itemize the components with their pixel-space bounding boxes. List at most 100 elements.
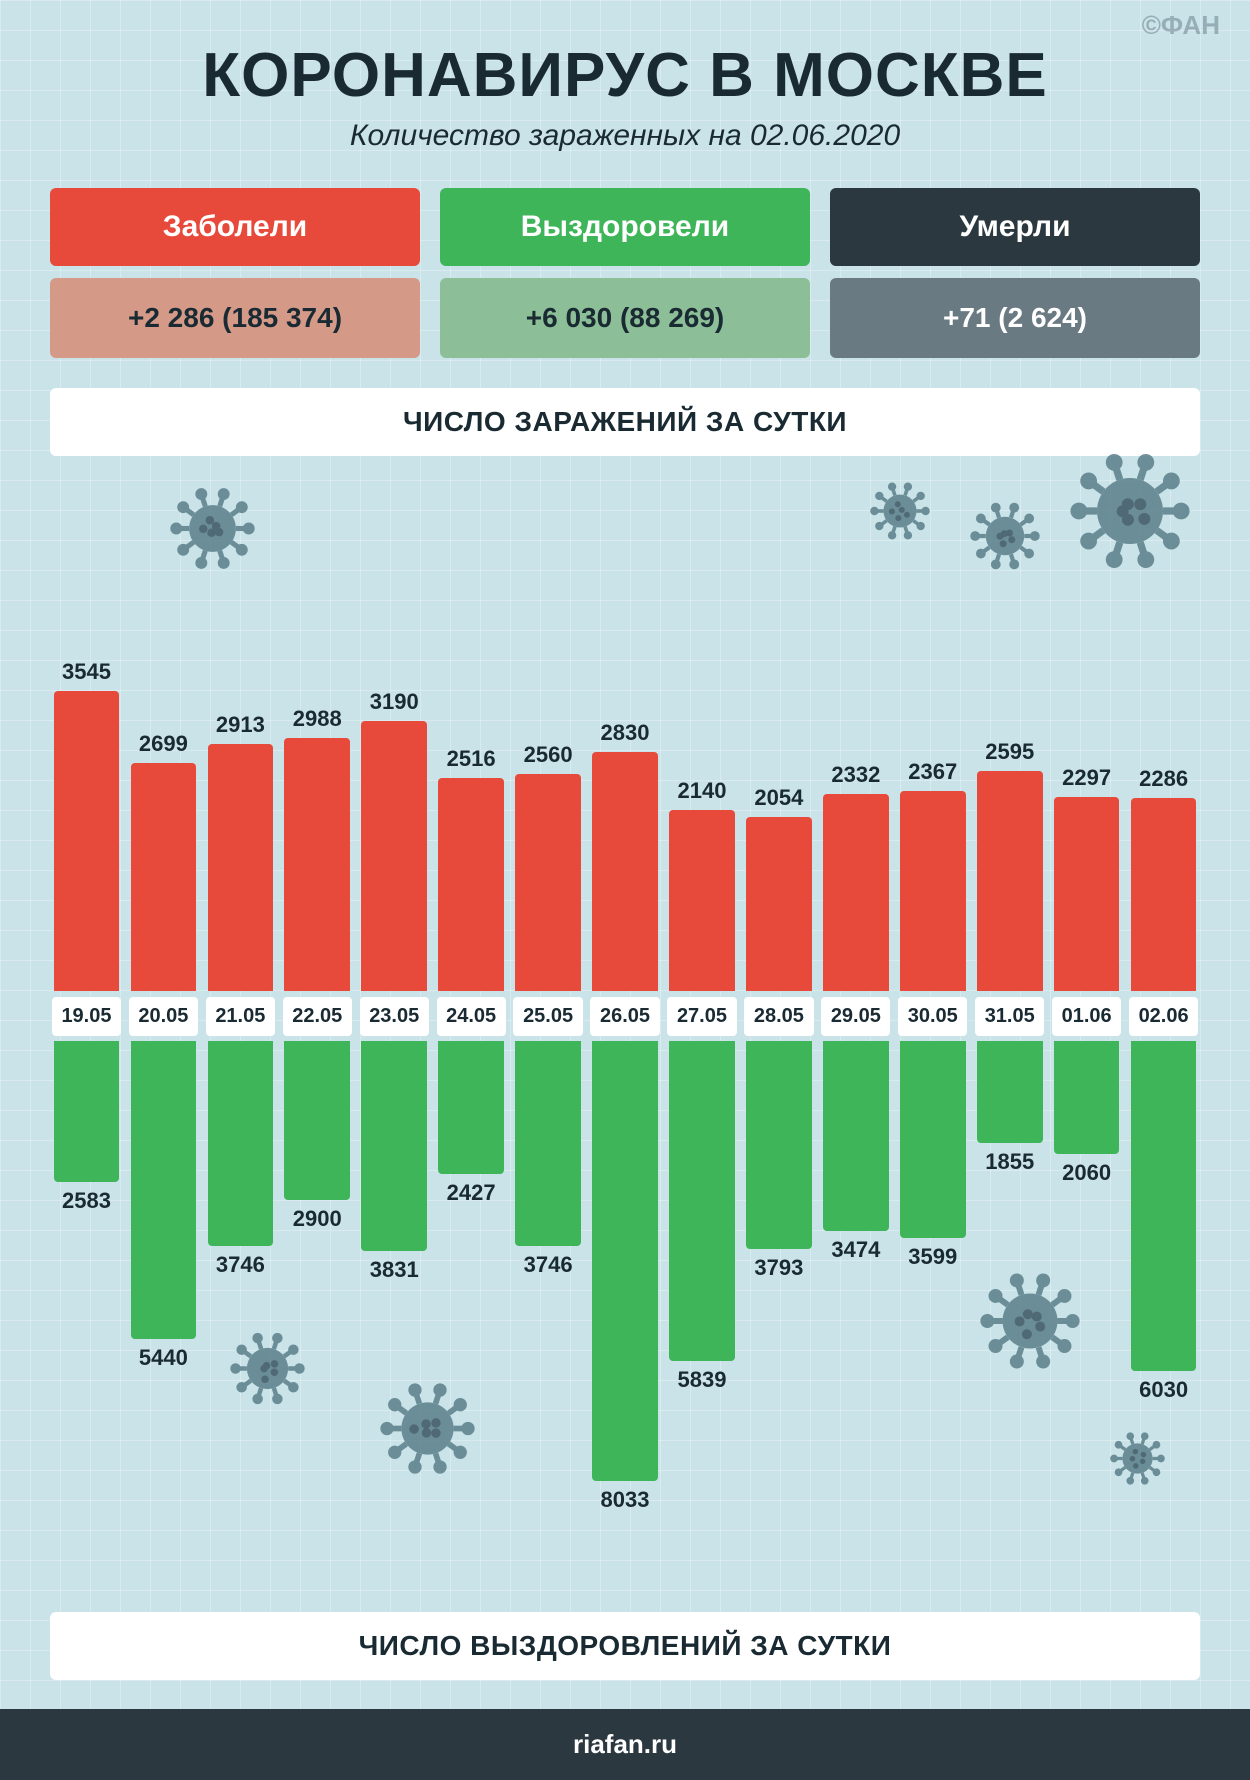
date-label: 29.05 <box>821 997 890 1036</box>
bar-recovered: 8033 <box>589 1041 662 1513</box>
bar-infected-rect <box>1054 797 1120 991</box>
bar-recovered-value: 2900 <box>293 1206 342 1232</box>
bar-infected-rect <box>823 794 889 991</box>
bar-infected-value: 2560 <box>524 742 573 768</box>
bar-recovered-value: 3746 <box>216 1252 265 1278</box>
bar-infected-value: 2988 <box>293 706 342 732</box>
bar-infected: 2332 <box>819 762 892 991</box>
stat-deaths: Умерли +71 (2 624) <box>830 188 1200 358</box>
bar-recovered: 2060 <box>1050 1041 1123 1186</box>
bar-infected-value: 3545 <box>62 659 111 685</box>
bar-recovered: 1855 <box>973 1041 1046 1175</box>
bar-recovered-value: 2427 <box>447 1180 496 1206</box>
bar-infected: 3545 <box>50 659 123 991</box>
date-col: 31.05 <box>973 991 1046 1042</box>
date-col: 25.05 <box>512 991 585 1042</box>
bar-infected-value: 2367 <box>908 759 957 785</box>
bar-infected-rect <box>131 763 197 991</box>
date-label: 30.05 <box>898 997 967 1036</box>
date-col: 01.06 <box>1050 991 1123 1042</box>
date-label: 31.05 <box>975 997 1044 1036</box>
date-label: 24.05 <box>437 997 506 1036</box>
date-label: 23.05 <box>360 997 429 1036</box>
date-col: 21.05 <box>204 991 277 1042</box>
bar-recovered-rect <box>54 1041 120 1182</box>
bar-recovered-rect <box>515 1041 581 1246</box>
bar-infected-rect <box>746 817 812 991</box>
bar-recovered-rect <box>1131 1041 1197 1371</box>
infographic-page: ©ФАН КОРОНАВИРУС В МОСКВЕ Количество зар… <box>0 0 1250 1780</box>
date-label: 28.05 <box>744 997 813 1036</box>
bar-infected-rect <box>1131 798 1197 991</box>
bar-recovered-value: 3831 <box>370 1257 419 1283</box>
bar-infected-rect <box>438 778 504 991</box>
bar-infected: 2913 <box>204 712 277 991</box>
bar-infected-value: 2913 <box>216 712 265 738</box>
date-col: 30.05 <box>896 991 969 1042</box>
bar-infected-value: 2699 <box>139 731 188 757</box>
stat-deaths-label: Умерли <box>830 188 1200 266</box>
date-label: 26.05 <box>590 997 659 1036</box>
stats-row: Заболели +2 286 (185 374) Выздоровели +6… <box>50 188 1200 358</box>
bar-recovered-rect <box>669 1041 735 1361</box>
date-label: 02.06 <box>1129 997 1198 1036</box>
bar-infected: 3190 <box>358 689 431 991</box>
bar-recovered-rect <box>823 1041 889 1231</box>
bar-infected: 2830 <box>589 720 662 991</box>
date-col: 29.05 <box>819 991 892 1042</box>
bar-infected-value: 2286 <box>1139 766 1188 792</box>
stat-infected-label: Заболели <box>50 188 420 266</box>
bar-infected-rect <box>900 791 966 991</box>
bar-infected-value: 2332 <box>831 762 880 788</box>
bar-infected: 2560 <box>512 742 585 991</box>
bar-recovered-rect <box>977 1041 1043 1143</box>
bar-recovered-value: 3599 <box>908 1244 957 1270</box>
bar-infected-rect <box>515 774 581 991</box>
date-label: 22.05 <box>283 997 352 1036</box>
bar-infected: 2367 <box>896 759 969 991</box>
footer: riafan.ru <box>0 1709 1250 1780</box>
bar-infected-value: 3190 <box>370 689 419 715</box>
date-axis: 19.0520.0521.0522.0523.0524.0525.0526.05… <box>50 991 1200 1042</box>
watermark: ©ФАН <box>1142 10 1220 41</box>
date-label: 20.05 <box>129 997 198 1036</box>
bar-infected-rect <box>977 771 1043 991</box>
date-col: 26.05 <box>589 991 662 1042</box>
virus-icon <box>970 501 1040 576</box>
bar-recovered-value: 2583 <box>62 1188 111 1214</box>
bar-infected-value: 2054 <box>754 785 803 811</box>
bar-recovered-rect <box>438 1041 504 1174</box>
date-col: 02.06 <box>1127 991 1200 1042</box>
section-banner-infections: ЧИСЛО ЗАРАЖЕНИЙ ЗА СУТКИ <box>50 388 1200 456</box>
bars-infected: 3545269929132988319025162560283021402054… <box>50 591 1200 991</box>
date-col: 22.05 <box>281 991 354 1042</box>
page-title: КОРОНАВИРУС В МОСКВЕ <box>50 40 1200 111</box>
stat-recovered-value: +6 030 (88 269) <box>440 278 810 358</box>
bar-infected-value: 2830 <box>601 720 650 746</box>
bar-recovered: 3831 <box>358 1041 431 1283</box>
bar-recovered: 3746 <box>204 1041 277 1278</box>
bar-infected: 2054 <box>742 785 815 991</box>
bar-infected: 2595 <box>973 739 1046 991</box>
bar-infected-rect <box>54 691 120 991</box>
bar-infected: 2297 <box>1050 765 1123 991</box>
bar-infected-rect <box>208 744 274 991</box>
bar-recovered-value: 3474 <box>831 1237 880 1263</box>
chart-area: 3545269929132988319025162560283021402054… <box>50 481 1200 1541</box>
bar-recovered-value: 2060 <box>1062 1160 1111 1186</box>
stat-deaths-value: +71 (2 624) <box>830 278 1200 358</box>
bar-recovered-value: 1855 <box>985 1149 1034 1175</box>
bars-recovered: 2583544037462900383124273746803358393793… <box>50 1041 1200 1541</box>
date-col: 24.05 <box>435 991 508 1042</box>
bar-recovered: 3474 <box>819 1041 892 1263</box>
bar-infected: 2988 <box>281 706 354 991</box>
bar-recovered: 3599 <box>896 1041 969 1270</box>
bar-recovered-rect <box>900 1041 966 1238</box>
bar-recovered: 2583 <box>50 1041 123 1214</box>
bar-infected-rect <box>361 721 427 991</box>
stat-recovered-label: Выздоровели <box>440 188 810 266</box>
section-banner-recoveries: ЧИСЛО ВЫЗДОРОВЛЕНИЙ ЗА СУТКИ <box>50 1612 1200 1680</box>
virus-icon <box>1070 451 1190 576</box>
bar-recovered-rect <box>1054 1041 1120 1154</box>
bar-infected: 2140 <box>666 778 739 991</box>
